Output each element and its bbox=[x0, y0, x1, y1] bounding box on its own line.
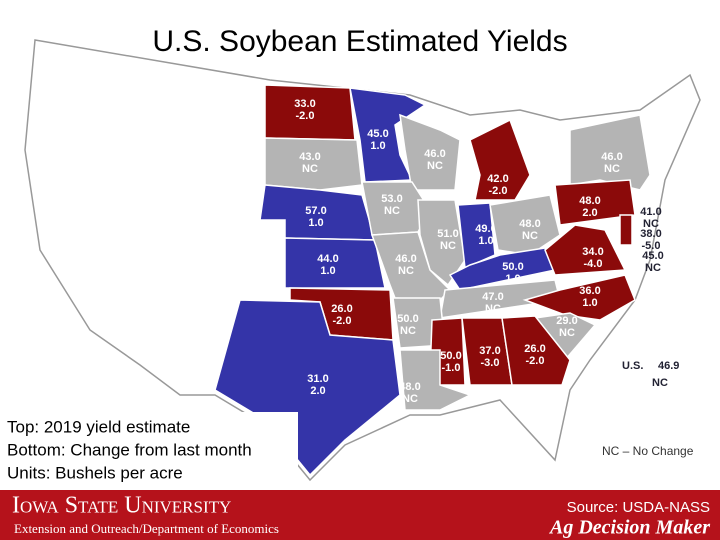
state-region bbox=[619, 214, 633, 246]
state-change: -4.0 bbox=[584, 258, 603, 270]
state-yield: 36.0 bbox=[579, 285, 600, 297]
state-change: NC bbox=[384, 205, 400, 217]
state-yield: 46.0 bbox=[395, 253, 416, 265]
state-yield: 45.0 bbox=[642, 250, 663, 262]
state-region bbox=[284, 237, 386, 289]
legend-line: Bottom: Change from last month bbox=[7, 440, 252, 459]
legend-line: Top: 2019 yield estimate bbox=[7, 417, 190, 436]
state-change: NC bbox=[427, 160, 443, 172]
state-yield: 41.0 bbox=[640, 206, 661, 218]
state-yield: 44.0 bbox=[317, 253, 338, 265]
us-label: U.S. bbox=[622, 360, 643, 372]
state-yield: 38.0 bbox=[640, 228, 661, 240]
state-change: 1.0 bbox=[308, 217, 323, 229]
state-yield: 29.0 bbox=[556, 315, 577, 327]
state-yield: 43.0 bbox=[299, 151, 320, 163]
state-yield: 42.0 bbox=[487, 173, 508, 185]
state-change: NC bbox=[402, 393, 418, 405]
state-region bbox=[214, 299, 401, 477]
state-yield: 46.0 bbox=[424, 148, 445, 160]
state-yield: 46.0 bbox=[601, 151, 622, 163]
state-change: NC bbox=[645, 262, 661, 274]
state-change: 2.0 bbox=[310, 385, 325, 397]
state-yield: 48.0 bbox=[579, 195, 600, 207]
nc-note: NC – No Change bbox=[602, 444, 694, 458]
brand: Ag Decision Maker bbox=[548, 517, 710, 539]
state-change: NC bbox=[559, 327, 575, 339]
state-change: 1.0 bbox=[478, 235, 493, 247]
state-yield: 50.0 bbox=[397, 313, 418, 325]
state-yield: 48.0 bbox=[399, 381, 420, 393]
state-yield: 50.0 bbox=[440, 350, 461, 362]
state-region bbox=[544, 224, 627, 276]
state-change: NC bbox=[400, 325, 416, 337]
state-region bbox=[489, 194, 561, 256]
state-yield: 51.0 bbox=[437, 228, 458, 240]
us-yield: 46.9 bbox=[658, 360, 679, 372]
legend-line: Units: Bushels per acre bbox=[7, 463, 183, 482]
source: Source: USDA-NASS bbox=[567, 499, 710, 516]
legend-box bbox=[0, 412, 298, 490]
states: 33.0-2.045.01.043.0NC46.0NC42.0-2.046.0N… bbox=[214, 84, 664, 477]
state-change: -3.0 bbox=[481, 357, 500, 369]
state-change: -2.0 bbox=[526, 355, 545, 367]
state-yield: 26.0 bbox=[331, 303, 352, 315]
state-yield: 31.0 bbox=[307, 373, 328, 385]
state-yield: 57.0 bbox=[305, 205, 326, 217]
state-region bbox=[399, 113, 461, 191]
state-region bbox=[264, 137, 363, 191]
state-change: 1.0 bbox=[370, 140, 385, 152]
state-change: -2.0 bbox=[333, 315, 352, 327]
title: U.S. Soybean Estimated Yields bbox=[152, 25, 567, 58]
state-yield: 50.0 bbox=[502, 261, 523, 273]
state-change: NC bbox=[604, 163, 620, 175]
state-region bbox=[349, 87, 427, 183]
state-change: -1.0 bbox=[442, 362, 461, 374]
us-change: NC bbox=[652, 377, 668, 389]
state-region bbox=[469, 118, 531, 201]
state-change: -2.0 bbox=[489, 185, 508, 197]
state-yield: 48.0 bbox=[519, 218, 540, 230]
state-region bbox=[457, 202, 496, 270]
state-yield: 37.0 bbox=[479, 345, 500, 357]
state-change: NC bbox=[440, 240, 456, 252]
state-change: 1.0 bbox=[505, 273, 520, 285]
state-yield: 45.0 bbox=[367, 128, 388, 140]
footer-band bbox=[0, 490, 720, 540]
state-region bbox=[501, 315, 571, 386]
state-change: 2.0 bbox=[582, 207, 597, 219]
state-yield: 33.0 bbox=[294, 98, 315, 110]
state-yield: 53.0 bbox=[381, 193, 402, 205]
state-change: -2.0 bbox=[296, 110, 315, 122]
state-yield: 49.0 bbox=[475, 223, 496, 235]
state-change: 1.0 bbox=[320, 265, 335, 277]
state-yield: 34.0 bbox=[582, 246, 603, 258]
state-change: NC bbox=[302, 163, 318, 175]
state-region bbox=[399, 349, 472, 411]
state-yield: 26.0 bbox=[524, 343, 545, 355]
state-change: -5.0 bbox=[642, 240, 661, 252]
state-change: NC bbox=[643, 218, 659, 230]
state-change: NC bbox=[485, 303, 501, 315]
state-region bbox=[417, 199, 466, 287]
state-yield: 47.0 bbox=[482, 291, 503, 303]
state-change: 1.0 bbox=[582, 297, 597, 309]
university: Iowa State University bbox=[12, 493, 231, 519]
state-change: NC bbox=[398, 265, 414, 277]
state-change: NC bbox=[522, 230, 538, 242]
department: Extension and Outreach/Department of Eco… bbox=[14, 521, 279, 536]
state-region bbox=[554, 179, 636, 226]
